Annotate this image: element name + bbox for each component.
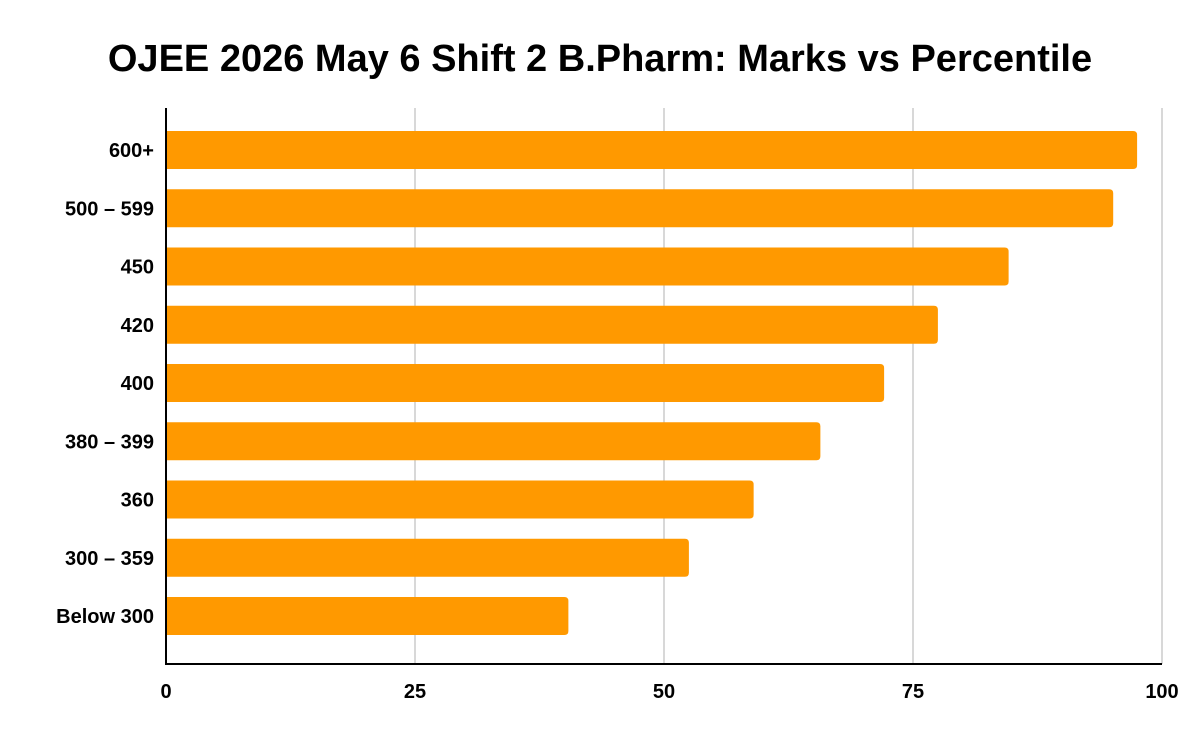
axes (165, 108, 1162, 665)
bar (166, 189, 1114, 228)
category-label: 500 – 599 (65, 198, 154, 220)
bar (166, 305, 938, 344)
chart-title: OJEE 2026 May 6 Shift 2 B.Pharm: Marks v… (107, 38, 1093, 80)
category-label: 420 (121, 315, 154, 337)
category-label: 600+ (109, 140, 154, 162)
category-label: 380 – 399 (65, 431, 154, 453)
bar (166, 480, 754, 519)
category-labels: 600+ 500 – 599 450 420 400 380 – 399 360 300 – … (56, 140, 154, 628)
category-label: 450 (121, 257, 154, 279)
category-label: 360 (121, 490, 154, 512)
tick-labels: 0 25 50 75 100 (160, 681, 1178, 703)
bar (166, 597, 569, 635)
category-label: Below 300 (56, 606, 154, 628)
bar (166, 422, 821, 461)
category-label: 300 – 359 (65, 548, 154, 570)
x-tick-label: 0 (160, 681, 171, 703)
x-tick-label: 50 (653, 681, 675, 703)
bar (166, 538, 689, 577)
bars (166, 131, 1138, 635)
category-label: 400 (121, 373, 154, 395)
bar (166, 247, 1009, 286)
x-tick-label: 100 (1145, 681, 1178, 703)
x-tick-label: 25 (404, 681, 426, 703)
x-tick-label: 75 (902, 681, 924, 703)
bar (166, 364, 885, 402)
bar (166, 131, 1138, 169)
